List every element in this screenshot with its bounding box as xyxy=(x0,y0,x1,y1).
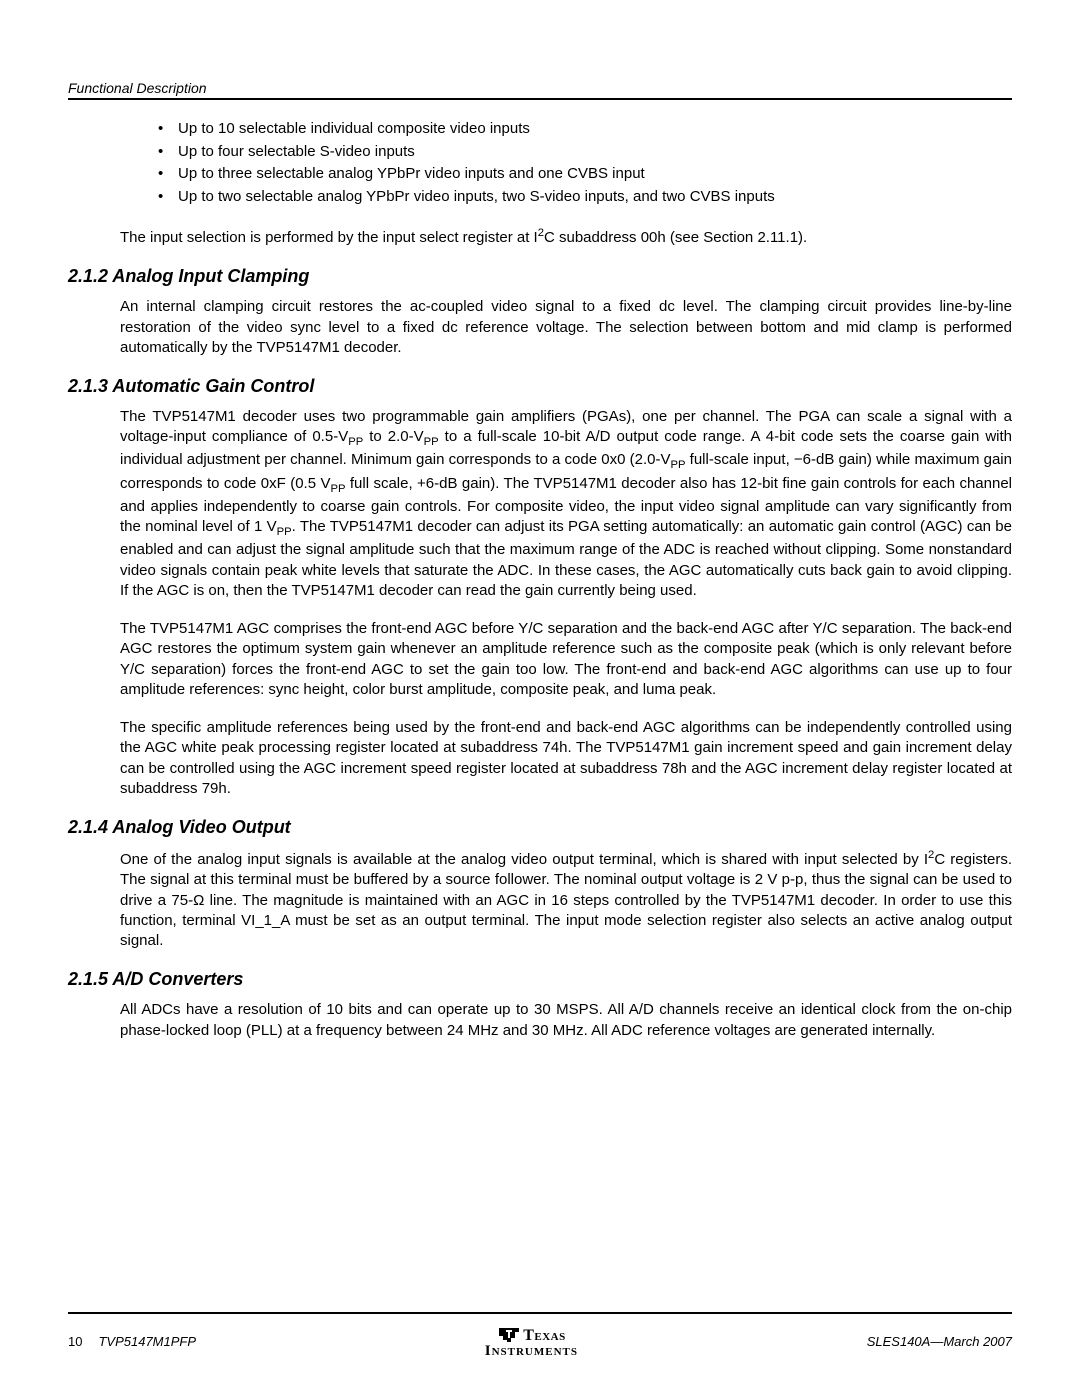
body-paragraph: An internal clamping circuit restores th… xyxy=(68,297,1012,358)
page-number: 10 xyxy=(68,1334,82,1349)
subscript: PP xyxy=(330,483,345,495)
section-heading-213: 2.1.3 Automatic Gain Control xyxy=(68,376,1012,397)
feature-bullet-list: Up to 10 selectable individual composite… xyxy=(68,118,1012,208)
list-item: Up to four selectable S-video inputs xyxy=(158,141,1012,164)
body-paragraph: The TVP5147M1 decoder uses two programma… xyxy=(68,407,1012,601)
subscript: PP xyxy=(348,436,363,448)
logo-text-line2: Instruments xyxy=(485,1344,578,1359)
logo-text-line1: Texas xyxy=(523,1327,566,1344)
footer-rule xyxy=(68,1312,1012,1314)
subscript: PP xyxy=(670,459,685,471)
body-paragraph: The specific amplitude references being … xyxy=(68,718,1012,799)
text-span: C subaddress 00h (see Section 2.11.1). xyxy=(544,229,807,246)
section-heading-214: 2.1.4 Analog Video Output xyxy=(68,817,1012,838)
footer-left: 10 TVP5147M1PFP xyxy=(68,1334,196,1349)
subscript: PP xyxy=(424,436,439,448)
page-footer: 10 TVP5147M1PFP Texas Instruments SLES14… xyxy=(68,1312,1012,1359)
list-item: Up to two selectable analog YPbPr video … xyxy=(158,186,1012,209)
ti-logo: Texas Instruments xyxy=(485,1324,578,1359)
list-item: Up to 10 selectable individual composite… xyxy=(158,118,1012,141)
body-paragraph: The TVP5147M1 AGC comprises the front-en… xyxy=(68,619,1012,700)
part-number: TVP5147M1PFP xyxy=(98,1334,196,1349)
list-item: Up to three selectable analog YPbPr vide… xyxy=(158,163,1012,186)
body-paragraph: All ADCs have a resolution of 10 bits an… xyxy=(68,1000,1012,1041)
intro-paragraph: The input selection is performed by the … xyxy=(68,226,1012,248)
body-paragraph: One of the analog input signals is avail… xyxy=(68,848,1012,951)
footer-doc-id: SLES140A—March 2007 xyxy=(867,1334,1012,1349)
subscript: PP xyxy=(277,526,292,538)
text-span: to 2.0-V xyxy=(363,428,423,445)
text-span: One of the analog input signals is avail… xyxy=(120,851,928,868)
header-section-title: Functional Description xyxy=(68,80,1012,96)
section-heading-215: 2.1.5 A/D Converters xyxy=(68,969,1012,990)
text-span: The input selection is performed by the … xyxy=(120,229,538,246)
section-heading-212: 2.1.2 Analog Input Clamping xyxy=(68,266,1012,287)
header-rule xyxy=(68,98,1012,100)
ti-chip-icon xyxy=(497,1324,521,1344)
